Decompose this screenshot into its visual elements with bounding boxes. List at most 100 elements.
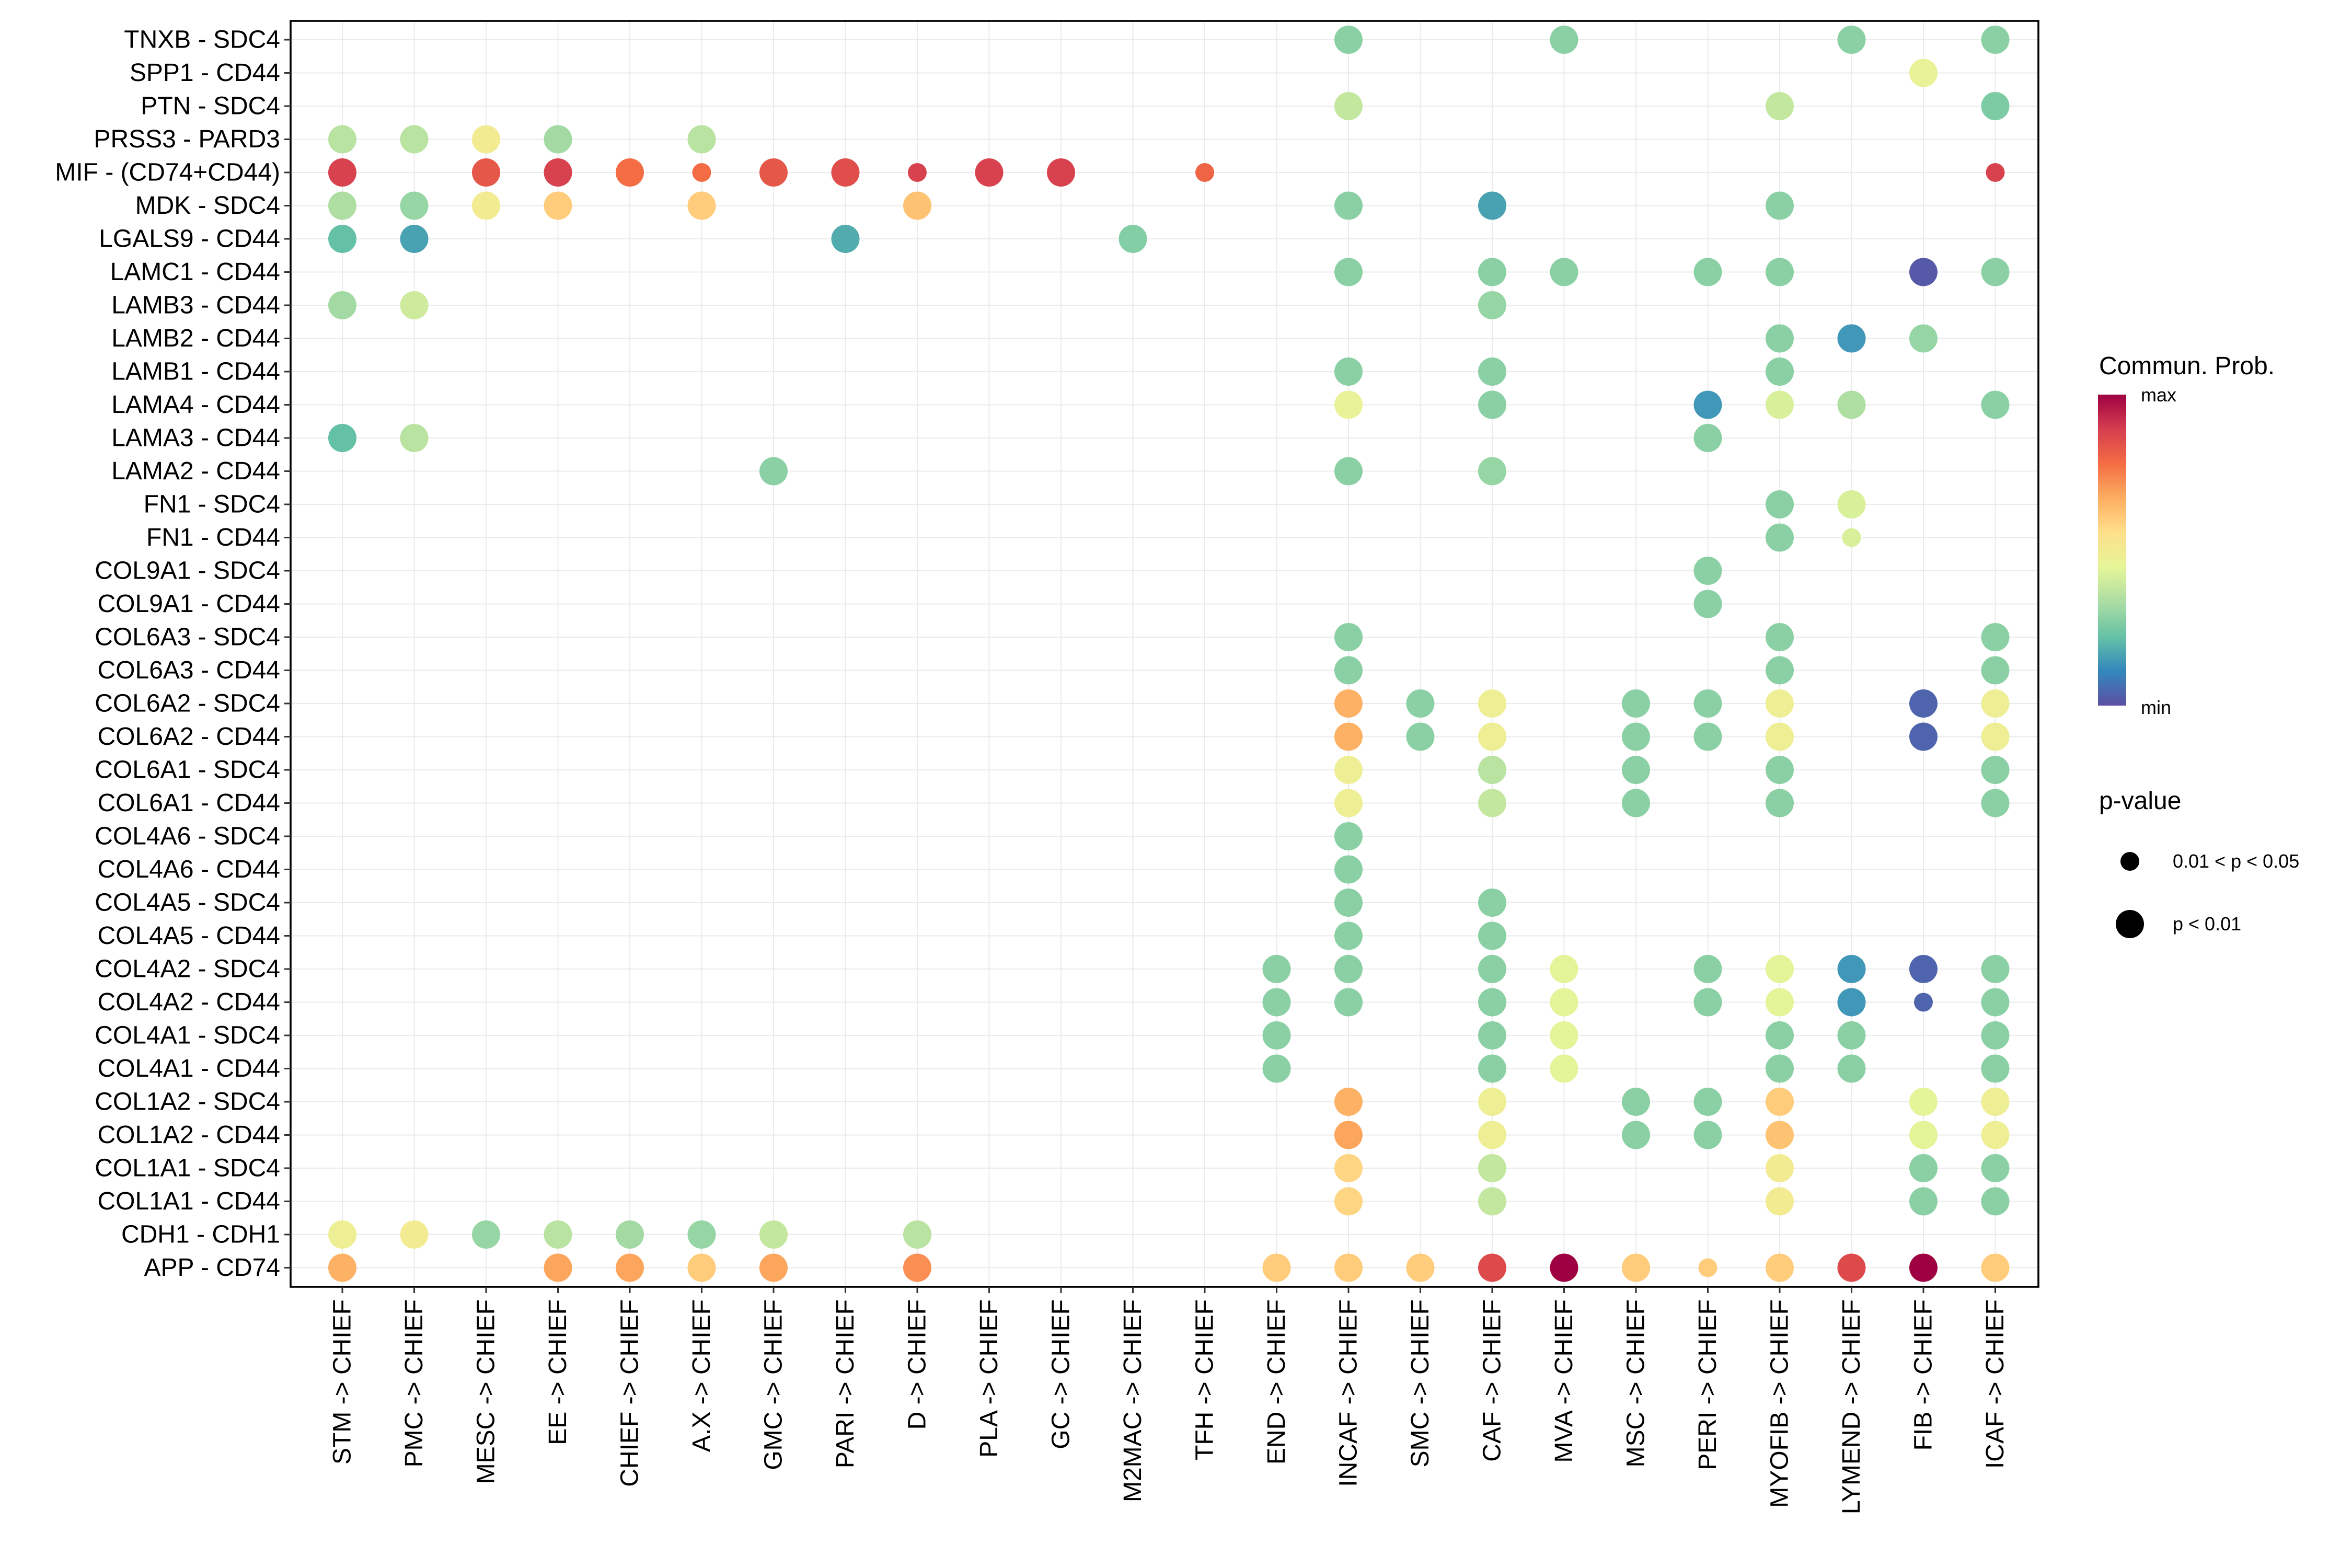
y-tick-label: LAMA4 - CD44: [111, 391, 280, 419]
data-point: [1837, 390, 1866, 419]
data-point: [1047, 158, 1075, 187]
x-tick-label: PLA -> CHIEF: [975, 1299, 1003, 1458]
y-tick-label: LGALS9 - CD44: [99, 225, 280, 253]
data-point: [328, 158, 356, 187]
y-tick-label: COL1A1 - SDC4: [95, 1155, 280, 1182]
data-point: [1693, 258, 1722, 286]
data-point: [1334, 390, 1363, 419]
data-point: [1693, 390, 1722, 419]
data-point: [1334, 822, 1363, 850]
data-point: [1622, 789, 1650, 817]
data-point: [1334, 921, 1363, 950]
data-point: [400, 125, 429, 154]
data-point: [1478, 722, 1506, 751]
y-tick-label: LAMB2 - CD44: [111, 325, 280, 352]
data-point: [759, 1253, 788, 1282]
data-point: [903, 191, 931, 220]
data-point: [1550, 955, 1578, 983]
data-point: [1981, 623, 2010, 651]
data-point: [544, 158, 572, 187]
data-point: [1693, 1121, 1722, 1149]
data-point: [1478, 1088, 1506, 1116]
data-point: [1406, 722, 1435, 751]
x-tick-label: ICAF -> CHIEF: [1981, 1299, 2009, 1469]
data-point: [616, 1253, 644, 1282]
data-point: [1766, 722, 1794, 751]
data-point: [1981, 1121, 2010, 1149]
data-point: [1837, 324, 1866, 353]
data-point: [1195, 163, 1214, 182]
data-point: [1622, 722, 1650, 751]
data-point: [1909, 722, 1938, 751]
size-legend-title: p-value: [2099, 787, 2181, 815]
data-point: [1766, 1054, 1794, 1083]
data-point: [1334, 1088, 1363, 1116]
y-tick-label: COL4A2 - CD44: [98, 988, 280, 1016]
x-tick-label: PARI -> CHIEF: [832, 1299, 859, 1468]
y-tick-label: COL6A1 - CD44: [98, 789, 280, 817]
y-tick-label: LAMC1 - CD44: [110, 258, 280, 286]
y-tick-label: PTN - SDC4: [141, 93, 280, 120]
data-point: [1406, 1253, 1435, 1282]
data-point: [1478, 789, 1506, 817]
data-point: [1909, 324, 1938, 353]
y-axis: TNXB - SDC4 SPP1 - CD44 PTN - SDC4 PRSS3 - …: [55, 26, 291, 1282]
x-tick-label: MESC -> CHIEF: [472, 1299, 500, 1484]
x-tick-label: EE -> CHIEF: [544, 1299, 572, 1445]
data-point: [1550, 1021, 1578, 1050]
y-tick-label: COL4A6 - SDC4: [95, 823, 280, 850]
y-tick-label: COL4A6 - CD44: [98, 856, 280, 883]
size-legend-label-large: p < 0.01: [2173, 913, 2241, 935]
data-point: [1334, 689, 1363, 718]
data-point: [1766, 191, 1794, 220]
data-point: [1334, 988, 1363, 1017]
data-point: [1478, 756, 1506, 784]
data-point: [472, 191, 500, 220]
data-point: [1334, 955, 1363, 983]
data-point: [1622, 1253, 1650, 1282]
data-point: [1478, 1021, 1506, 1050]
data-point: [1478, 258, 1506, 286]
data-point: [1478, 889, 1506, 917]
data-point: [400, 191, 429, 220]
data-point: [1766, 324, 1794, 353]
x-tick-label: M2MAC -> CHIEF: [1119, 1299, 1147, 1502]
colorbar-max-label: max: [2141, 384, 2176, 406]
data-point: [1478, 390, 1506, 419]
data-point: [1766, 1187, 1794, 1216]
y-tick-label: COL9A1 - SDC4: [95, 557, 280, 585]
data-point: [908, 163, 927, 182]
data-point: [1981, 689, 2010, 718]
y-tick-label: COL4A5 - CD44: [98, 922, 280, 950]
x-tick-label: GC -> CHIEF: [1047, 1299, 1075, 1449]
grid: [291, 21, 2038, 1287]
x-tick-label: FIB -> CHIEF: [1910, 1299, 1938, 1450]
data-point: [1986, 163, 2005, 182]
data-point: [1909, 1187, 1938, 1216]
data-point: [1550, 1253, 1578, 1282]
y-tick-label: MIF - (CD74+CD44): [55, 159, 280, 187]
data-point: [1622, 756, 1650, 784]
data-point: [1909, 1154, 1938, 1182]
data-point: [328, 1253, 356, 1282]
data-point: [1478, 291, 1506, 319]
y-tick-label: SPP1 - CD44: [130, 59, 280, 87]
data-point: [1478, 1154, 1506, 1182]
data-point: [1693, 557, 1722, 585]
data-point: [1262, 1021, 1291, 1050]
data-point: [1334, 623, 1363, 651]
data-point: [616, 1220, 644, 1249]
y-tick-label: COL4A1 - SDC4: [95, 1022, 280, 1050]
data-point: [687, 125, 716, 154]
data-points: [328, 26, 2010, 1282]
data-point: [1837, 490, 1866, 518]
data-point: [1334, 789, 1363, 817]
data-point: [1550, 1054, 1578, 1083]
data-point: [1766, 756, 1794, 784]
x-tick-label: A.X -> CHIEF: [688, 1299, 716, 1452]
data-point: [975, 158, 1004, 187]
data-point: [1478, 1121, 1506, 1149]
data-point: [1981, 1054, 2010, 1083]
data-point: [1334, 889, 1363, 917]
